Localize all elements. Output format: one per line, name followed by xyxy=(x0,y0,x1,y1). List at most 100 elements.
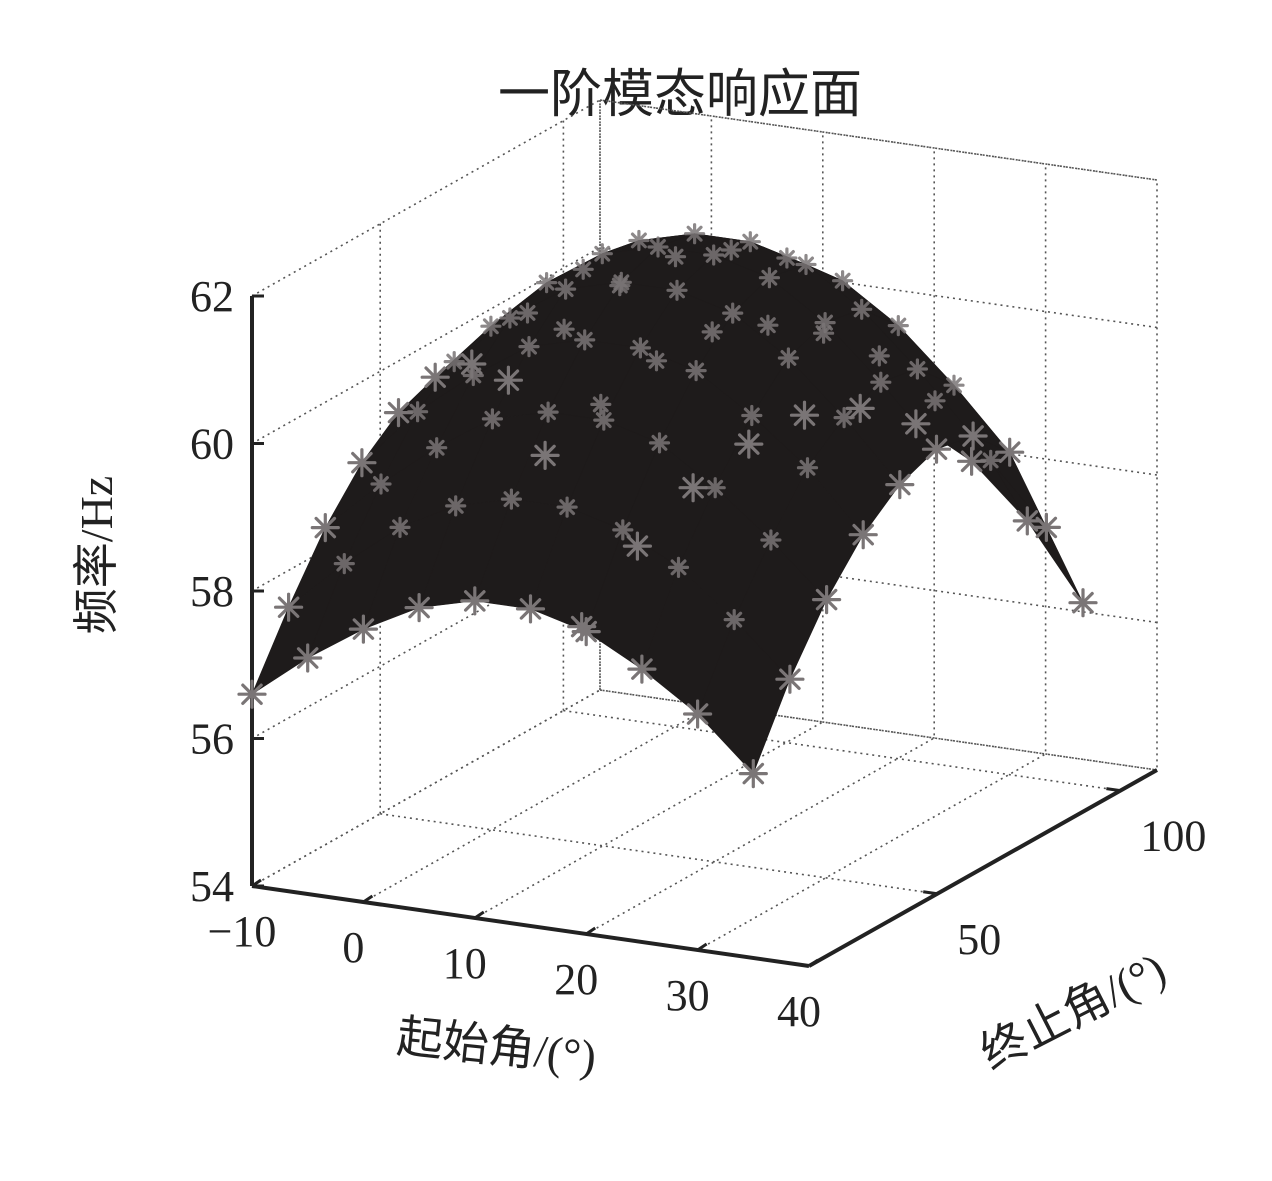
data-point-marker xyxy=(720,239,742,261)
data-point-marker xyxy=(443,351,465,373)
y-tick-label: 50 xyxy=(957,915,1001,964)
data-point-marker xyxy=(1068,588,1098,618)
x-tick-mark xyxy=(473,910,485,920)
x-tick-mark xyxy=(362,894,374,904)
data-point-marker xyxy=(901,409,931,439)
grid-line-y xyxy=(380,813,938,895)
data-point-marker xyxy=(812,322,835,344)
data-point-marker xyxy=(535,272,558,294)
data-point-marker xyxy=(348,614,378,644)
data-point-marker xyxy=(609,275,631,297)
x-tick-label: 0 xyxy=(342,923,364,972)
x-tick-mark xyxy=(696,942,708,952)
data-point-marker xyxy=(493,365,524,395)
data-point-marker xyxy=(789,400,820,430)
data-point-marker xyxy=(796,457,819,479)
data-point-marker xyxy=(480,315,502,337)
data-point-marker xyxy=(426,437,448,459)
data-point-marker xyxy=(682,699,713,729)
data-point-marker xyxy=(758,267,781,289)
sample-point-markers xyxy=(237,223,1098,789)
data-point-marker xyxy=(757,314,779,336)
data-point-marker xyxy=(831,270,854,292)
y-axis-line xyxy=(808,768,1158,968)
x-tick-label: 10 xyxy=(443,939,487,988)
data-point-marker xyxy=(666,279,688,301)
data-point-marker xyxy=(389,516,411,539)
data-point-marker xyxy=(678,473,708,503)
data-point-marker xyxy=(739,231,761,253)
x-tick-label: 40 xyxy=(777,987,821,1036)
data-point-marker xyxy=(370,473,392,495)
data-point-marker xyxy=(593,409,615,431)
data-point-marker xyxy=(554,278,577,300)
z-tick-label: 56 xyxy=(190,715,234,764)
data-point-marker xyxy=(685,360,707,382)
grid-line-z xyxy=(251,541,1158,740)
grid-line-x xyxy=(585,148,936,935)
z-tick-label: 54 xyxy=(190,862,234,911)
z-tick-label: 62 xyxy=(190,272,234,321)
data-point-marker xyxy=(445,495,467,517)
data-point-marker xyxy=(515,594,546,624)
data-point-marker xyxy=(553,318,575,340)
data-point-marker xyxy=(537,401,559,423)
grid-line-z xyxy=(251,246,1158,445)
x-axis-line xyxy=(251,884,810,968)
data-point-marker xyxy=(518,336,540,358)
chart-title: 一阶模态响应面 xyxy=(498,67,862,124)
axes xyxy=(250,294,1158,968)
data-point-marker xyxy=(738,758,768,789)
data-point-marker xyxy=(921,434,952,464)
grid-line-y xyxy=(563,709,1121,792)
data-point-marker xyxy=(777,347,800,369)
data-point-marker xyxy=(499,307,521,329)
data-point-marker xyxy=(237,679,267,709)
data-point-marker xyxy=(629,337,652,359)
data-point-marker xyxy=(310,512,340,543)
data-point-marker xyxy=(845,393,875,423)
y-tick-mark xyxy=(922,890,938,896)
data-point-marker xyxy=(556,496,578,518)
grid-line-x xyxy=(697,164,1047,951)
data-point-marker xyxy=(481,408,503,430)
data-point-marker xyxy=(647,236,669,258)
data-point-marker xyxy=(723,608,745,631)
data-point-marker xyxy=(811,584,842,615)
data-point-marker xyxy=(460,586,490,616)
data-point-marker xyxy=(590,393,612,415)
data-point-marker xyxy=(814,312,836,334)
data-point-marker xyxy=(701,321,723,343)
data-point-marker xyxy=(383,398,414,428)
data-point-marker xyxy=(851,298,873,320)
data-point-marker xyxy=(887,315,909,337)
data-point-marker xyxy=(995,437,1025,467)
data-point-marker xyxy=(956,446,987,476)
data-point-marker xyxy=(645,350,668,372)
data-point-marker xyxy=(906,358,929,380)
data-point-marker xyxy=(868,345,890,367)
grid-line-y xyxy=(599,689,1158,771)
z-tick-label: 58 xyxy=(190,567,234,616)
data-point-marker xyxy=(885,470,915,500)
data-point-marker xyxy=(500,488,523,510)
data-point-marker xyxy=(848,520,878,550)
x-tick-mark xyxy=(808,958,819,968)
data-point-marker xyxy=(776,247,798,269)
data-point-marker xyxy=(591,243,613,265)
grid-line-top xyxy=(599,99,1158,181)
z-axis-label: 频率/Hz xyxy=(71,476,122,634)
x-axis-label: 起始角/(°) xyxy=(395,1011,599,1083)
tick-labels: 54 56 58 60 62 −10 0 10 20 30 40 50 100 xyxy=(190,272,1206,1036)
data-point-marker xyxy=(667,556,690,579)
data-point-marker xyxy=(795,253,817,276)
data-point-marker xyxy=(741,404,763,427)
data-point-marker xyxy=(622,531,653,561)
data-point-marker xyxy=(648,432,671,454)
data-point-marker xyxy=(516,302,539,324)
data-point-marker xyxy=(293,643,323,673)
data-point-marker xyxy=(1012,506,1042,536)
x-tick-label: −10 xyxy=(208,907,277,956)
grid-line-z xyxy=(251,99,1158,297)
z-tick-label: 60 xyxy=(190,420,234,469)
